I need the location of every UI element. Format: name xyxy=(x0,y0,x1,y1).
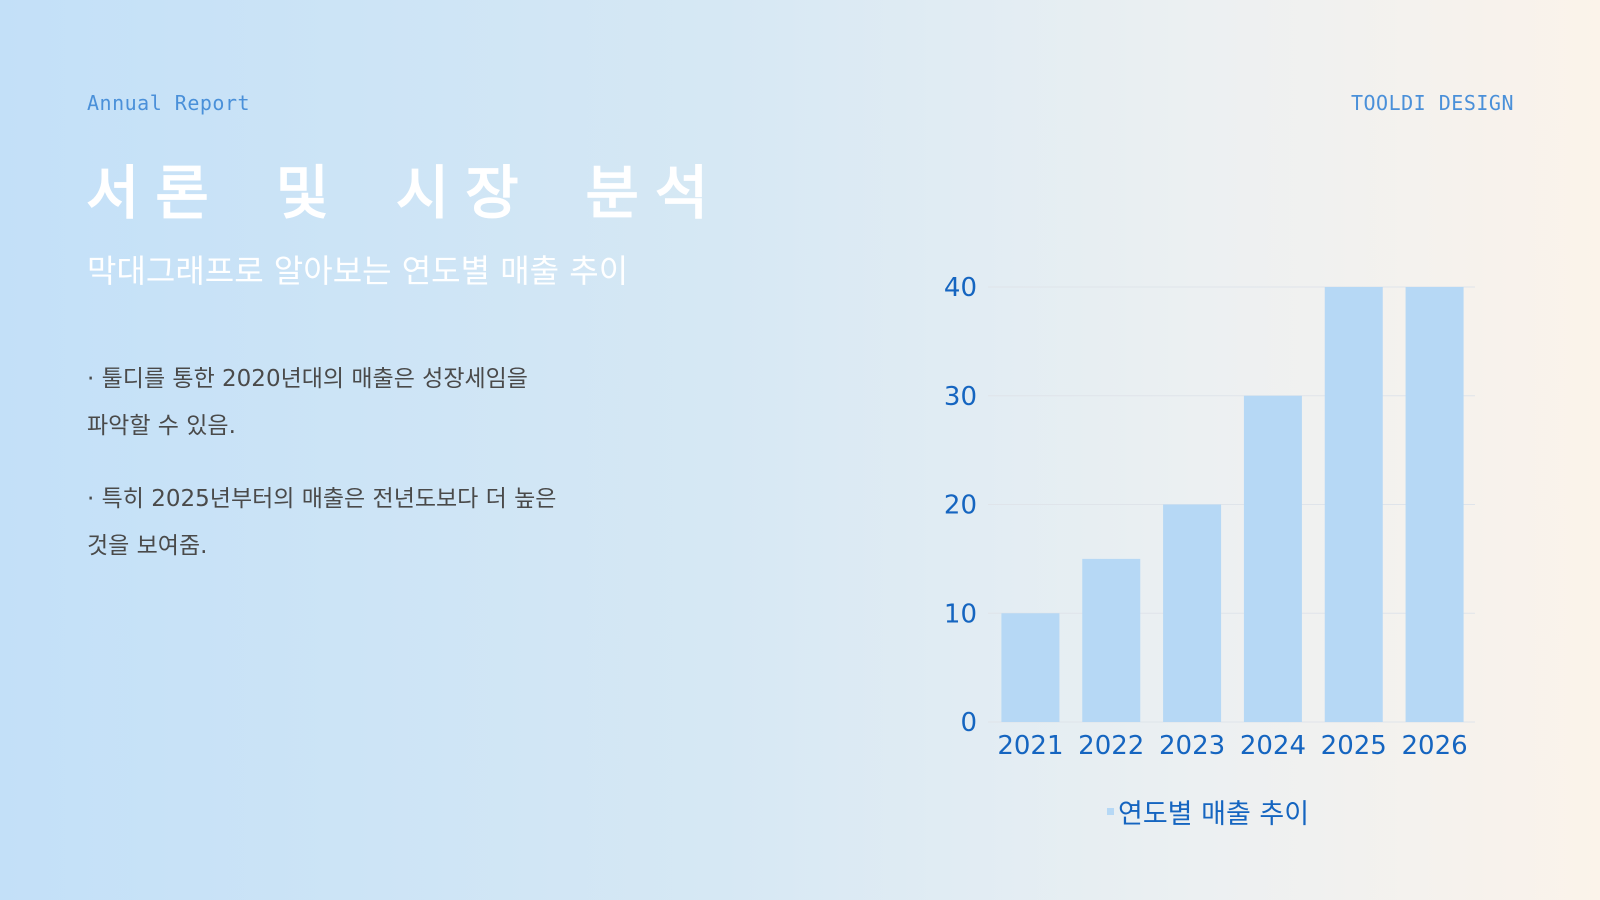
y-tick-label: 40 xyxy=(944,273,977,303)
bar xyxy=(1001,613,1060,722)
bar xyxy=(1243,395,1302,722)
y-tick-label: 0 xyxy=(960,708,977,738)
y-tick-label: 20 xyxy=(944,491,977,521)
x-tick-label: 2022 xyxy=(1078,731,1144,761)
x-tick-label: 2021 xyxy=(997,731,1063,761)
chart-legend: 연도별 매출 추이 xyxy=(1107,792,1309,831)
bars xyxy=(1001,287,1464,722)
bar xyxy=(1405,287,1464,722)
x-tick-label: 2024 xyxy=(1240,731,1306,761)
bullet-item: · 툴디를 통한 2020년대의 매출은 성장세임을 파악할 수 있음. xyxy=(87,356,647,450)
brand-label: TOOLDI DESIGN xyxy=(1350,91,1514,115)
x-tick-label: 2026 xyxy=(1401,731,1467,761)
page-title: 서론 및 시장 분석 xyxy=(86,159,725,227)
bar xyxy=(1163,504,1222,722)
bullet-item: · 특히 2025년부터의 매출은 전년도보다 더 높은 것을 보여줌. xyxy=(87,476,647,570)
x-axis-ticks: 2021 2022 2023 2024 2025 2026 xyxy=(997,731,1467,761)
bullet-line: 것을 보여줌. xyxy=(87,533,208,559)
bullet-line: · 특히 2025년부터의 매출은 전년도보다 더 높은 xyxy=(87,486,557,512)
y-axis-ticks: 0 10 20 30 40 xyxy=(944,273,977,738)
bar xyxy=(1082,558,1141,722)
grid-lines xyxy=(988,286,1475,723)
legend-swatch xyxy=(1107,808,1114,815)
y-tick-label: 10 xyxy=(944,599,977,629)
bullet-line: 파악할 수 있음. xyxy=(87,413,236,439)
report-label: Annual Report xyxy=(87,91,251,115)
y-tick-label: 30 xyxy=(944,382,977,412)
legend-label: 연도별 매출 추이 xyxy=(1118,799,1310,830)
bullet-line: · 툴디를 통한 2020년대의 매출은 성장세임을 xyxy=(87,366,528,392)
page-subtitle: 막대그래프로 알아보는 연도별 매출 추이 xyxy=(87,252,629,290)
x-tick-label: 2023 xyxy=(1159,731,1225,761)
x-tick-label: 2025 xyxy=(1321,731,1387,761)
bullet-list: · 툴디를 통한 2020년대의 매출은 성장세임을 파악할 수 있음. · 특… xyxy=(87,356,647,596)
bar xyxy=(1324,287,1383,722)
